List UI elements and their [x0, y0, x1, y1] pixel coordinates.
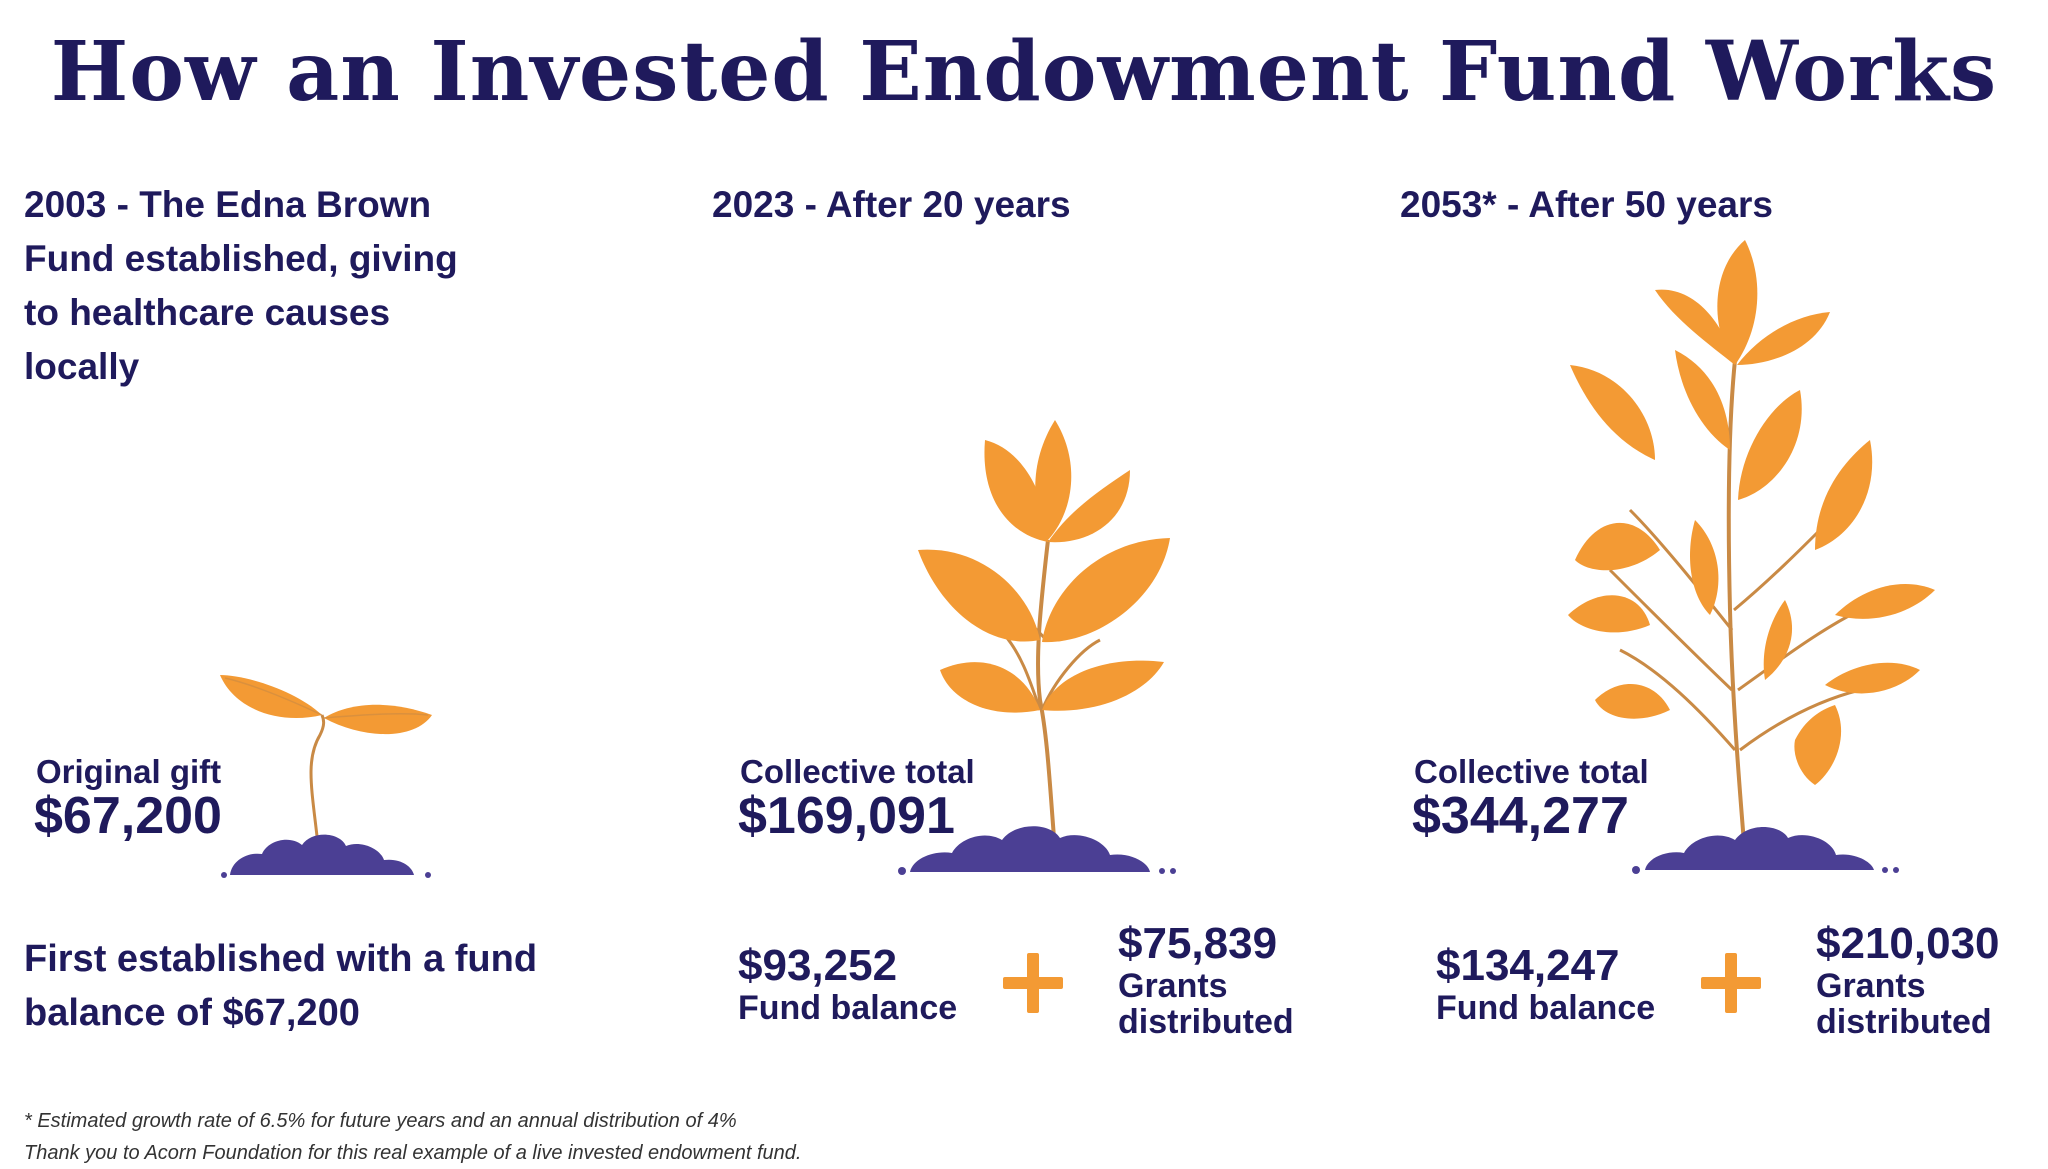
young-plant-icon [898, 420, 1176, 875]
seedling-icon [220, 675, 432, 878]
fund-description: First established with a fund balance of… [24, 938, 538, 1034]
footnote-estimate: * Estimated growth rate of 6.5% for futu… [24, 1110, 737, 1132]
total-label: Collective total [1414, 753, 1649, 790]
grants-distributed-label: Grants distributed [1118, 967, 1294, 1041]
mature-plant-icon [1568, 240, 1935, 874]
column-heading-2053: 2053* - After 50 years [1400, 184, 1773, 225]
fund-balance-value: $134,247 [1436, 941, 1620, 990]
fund-balance-label: Fund balance [738, 989, 958, 1027]
total-value: $67,200 [34, 787, 222, 845]
total-label: Collective total [740, 753, 975, 790]
footnote-acknowledgement: Thank you to Acorn Foundation for this r… [24, 1142, 802, 1164]
grants-distributed-label: Grants distributed [1816, 967, 1992, 1041]
grants-distributed-value: $210,030 [1816, 919, 2000, 968]
column-heading-2003: 2003 - The Edna Brown Fund established, … [24, 184, 458, 387]
plus-icon [1003, 953, 1063, 1013]
total-label: Original gift [36, 753, 222, 790]
fund-balance-value: $93,252 [738, 941, 898, 990]
total-value: $344,277 [1412, 787, 1629, 845]
fund-balance-label: Fund balance [1436, 989, 1656, 1027]
plus-icon [1701, 953, 1761, 1013]
column-heading-2023: 2023 - After 20 years [712, 184, 1071, 225]
total-value: $169,091 [738, 787, 955, 845]
grants-distributed-value: $75,839 [1118, 919, 1278, 968]
page-title: How an Invested Endowment Fund Works [50, 24, 1998, 120]
